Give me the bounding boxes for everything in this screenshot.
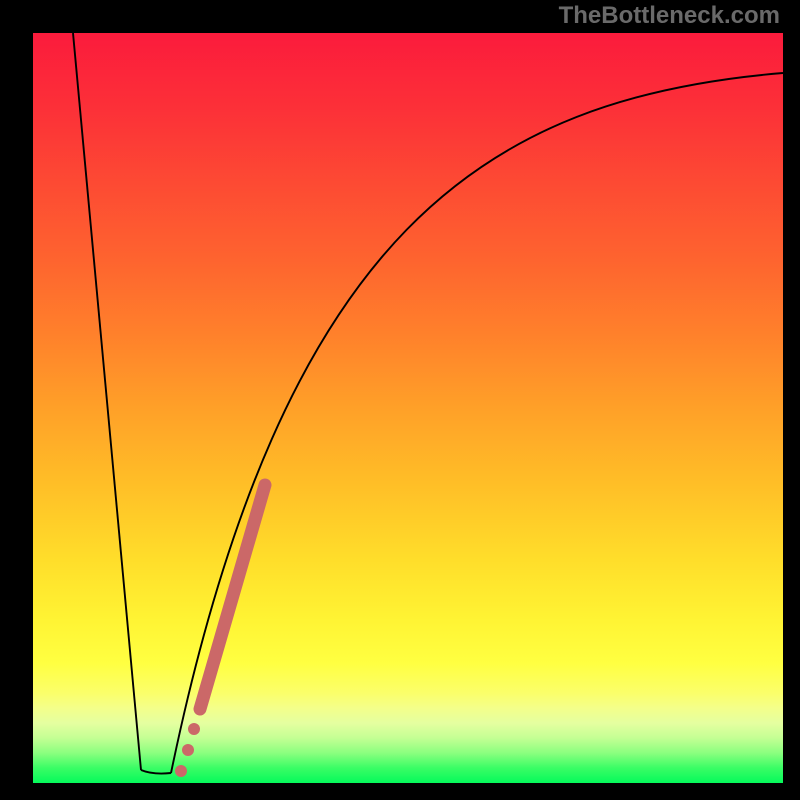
highlight-dot: [175, 765, 187, 777]
watermark-text: TheBottleneck.com: [559, 2, 780, 30]
highlight-thick-segment: [200, 485, 265, 709]
highlight-dot: [188, 723, 200, 735]
highlight-dot: [194, 703, 206, 715]
plot-area: [33, 33, 783, 783]
bottleneck-curve: [33, 33, 783, 783]
curve-ascending: [171, 73, 783, 773]
curve-valley: [141, 770, 171, 774]
curve-descending: [73, 33, 141, 770]
chart-container: TheBottleneck.com: [0, 0, 800, 800]
highlight-dot: [182, 744, 194, 756]
